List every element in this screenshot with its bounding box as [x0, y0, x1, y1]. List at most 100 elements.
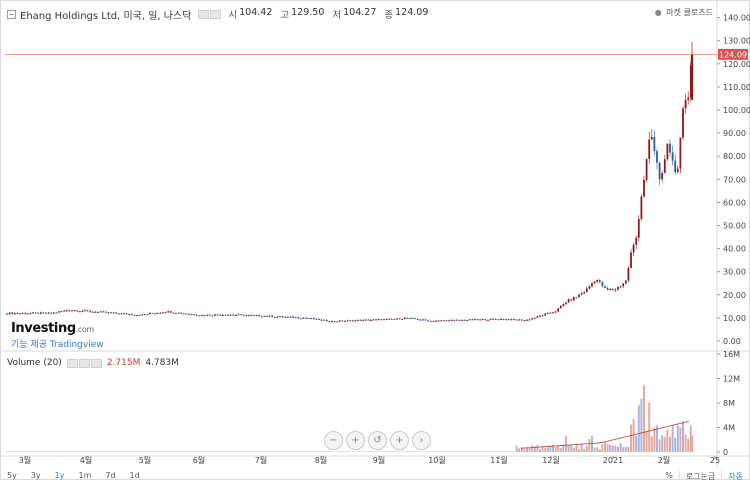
candle-body — [549, 312, 552, 314]
candle-body — [448, 320, 450, 322]
candle-body — [211, 315, 214, 317]
candle-body — [289, 316, 292, 318]
price-tick-label: 40.00 — [723, 245, 746, 254]
collapse-icon[interactable] — [7, 9, 16, 19]
settings-icon[interactable] — [78, 358, 90, 368]
candle-body — [123, 313, 125, 315]
status-dot-icon: ● — [654, 8, 662, 17]
candle-body — [258, 315, 261, 317]
eye-icon[interactable] — [198, 9, 210, 19]
candle-body — [440, 320, 443, 322]
timeframe-1y[interactable]: 1y — [54, 471, 65, 480]
candle-body — [593, 281, 596, 284]
volume-bar — [627, 446, 630, 452]
price-tick-label: 120.00 — [723, 60, 750, 69]
auto-toggle[interactable]: 자동 — [728, 472, 743, 480]
time-tick-label: 3월 — [19, 455, 31, 465]
candle-body — [177, 312, 180, 314]
candle-body — [276, 316, 279, 318]
candle-body — [367, 319, 370, 321]
scale-options: % 로그눈금 자동 — [665, 471, 743, 480]
volume-bar — [684, 434, 687, 452]
series-controls[interactable] — [198, 9, 222, 19]
eye-icon[interactable] — [66, 358, 78, 368]
time-tick-label: 9월 — [373, 455, 385, 465]
settings-icon[interactable] — [210, 9, 222, 19]
volume-tick-label: 0 — [723, 448, 728, 457]
plus-icon[interactable]: + — [346, 431, 365, 450]
volume-bar — [650, 436, 653, 452]
candle-body — [632, 244, 635, 253]
candle-body — [676, 168, 679, 173]
log-toggle[interactable]: 로그눈금 — [685, 472, 716, 480]
investing-watermark: Investing.com 기능 제공 Tradingview — [11, 317, 104, 350]
candle-body — [375, 319, 378, 321]
candle-body — [546, 312, 549, 314]
volume-bar — [575, 444, 578, 452]
percent-toggle[interactable]: % — [665, 471, 673, 480]
reset-icon[interactable]: ↺ — [368, 431, 387, 450]
volume-legend: Volume (20) 2.715M 4.783M — [7, 358, 179, 368]
candle-body — [39, 312, 42, 314]
volume-controls[interactable] — [66, 358, 102, 368]
candle-body — [299, 318, 302, 320]
candle-body — [442, 320, 445, 322]
candle-body — [305, 317, 307, 319]
candle-body — [682, 108, 684, 138]
candle-body — [136, 314, 138, 316]
volume-bar — [598, 449, 601, 452]
candle-body — [453, 319, 456, 321]
volume-bar — [637, 405, 640, 452]
timeframe-1d[interactable]: 1d — [129, 471, 140, 480]
candle-body — [601, 281, 604, 287]
volume-bar — [559, 448, 562, 452]
candle-body — [250, 315, 253, 317]
candle-body — [611, 288, 614, 290]
candle-body — [437, 320, 440, 322]
candle-body — [624, 280, 627, 284]
candle-body — [656, 151, 658, 163]
volume-bar — [544, 447, 547, 452]
candle-body — [424, 319, 427, 321]
candle-body — [328, 321, 331, 323]
candle-body — [273, 316, 276, 318]
price-tick-label: 130.00 — [723, 37, 750, 46]
candle-body — [271, 315, 274, 317]
candle-body — [349, 320, 352, 322]
candle-body — [60, 311, 63, 313]
candle-body — [370, 319, 372, 321]
candle-body — [55, 312, 58, 314]
candle-body — [193, 314, 196, 316]
timeframe-5y[interactable]: 5y — [7, 471, 17, 480]
powered-by-link[interactable]: 기능 제공 Tradingview — [11, 340, 104, 350]
candle-body — [414, 318, 417, 320]
scroll-right-icon[interactable]: › — [412, 431, 431, 450]
open-label: 시 — [228, 10, 238, 21]
candle-body — [104, 311, 107, 313]
candle-body — [515, 319, 518, 321]
candle-body — [234, 314, 237, 316]
price-tick-label: 20.00 — [723, 291, 746, 300]
candle-body — [89, 310, 92, 312]
volume-bar — [580, 444, 583, 452]
timeframe-1m[interactable]: 1m — [78, 471, 92, 480]
candle-body — [372, 319, 375, 321]
candle-body — [318, 318, 320, 320]
timeframe-7d[interactable]: 7d — [105, 471, 116, 480]
candle-body — [403, 317, 406, 319]
volume-tick-label: 12M — [723, 375, 740, 384]
zoom-in-icon[interactable]: + — [390, 431, 409, 450]
candle-body — [84, 310, 86, 312]
timeframe-3y[interactable]: 3y — [30, 471, 41, 480]
candle-body — [24, 313, 27, 315]
close-icon[interactable] — [90, 358, 102, 368]
minus-icon[interactable]: − — [324, 431, 343, 450]
price-tick-label: 110.00 — [723, 83, 750, 92]
high-label: 고 — [280, 10, 290, 21]
candle-body — [554, 311, 557, 313]
candle-body — [188, 313, 190, 315]
candle-body — [279, 316, 281, 318]
logo-suffix: .com — [75, 325, 94, 334]
